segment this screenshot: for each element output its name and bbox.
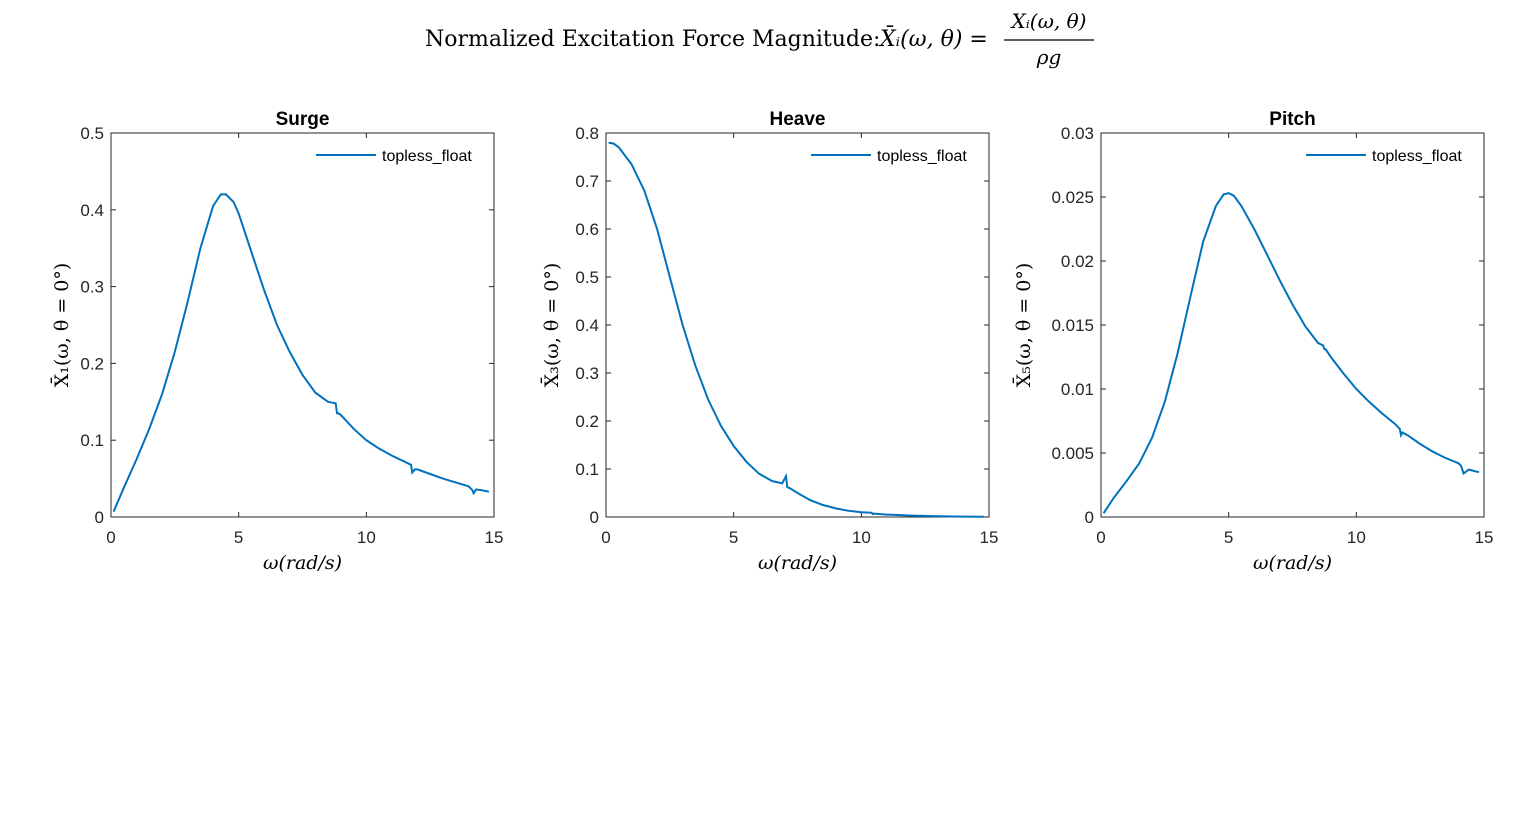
y-axis-label: X̄₁(ω, θ = 0°): [50, 263, 73, 388]
series-line-topless-float: [1102, 192, 1480, 514]
plot-area: [110, 132, 495, 518]
y-tick-labels: 0 0.1 0.2 0.3 0.4 0.5: [80, 124, 104, 527]
y-tick-label: 0.01: [1061, 380, 1094, 399]
y-axis-label: X̄₅(ω, θ = 0°): [1012, 263, 1035, 388]
x-tick-label: 5: [729, 528, 738, 547]
figure-title-lhs: X̄ᵢ(ω, θ) =: [878, 25, 988, 52]
y-tick-label: 0.1: [80, 431, 104, 450]
figure-title-numerator: Xᵢ(ω, θ): [1010, 9, 1087, 33]
legend: topless_float: [1296, 141, 1480, 169]
subplot-surge: 0 5 10 15 0 0.1 0.2 0.3 0.4 0.5 Surge ω(rad/s) X…: [50, 109, 504, 574]
legend-entry: topless_float: [1372, 148, 1462, 165]
subplot-title: Pitch: [1269, 109, 1315, 130]
y-tick-label: 0.5: [80, 124, 104, 143]
y-tick-label: 0.8: [575, 124, 599, 143]
x-tick-label: 10: [852, 528, 871, 547]
y-tick-label: 0.03: [1061, 124, 1094, 143]
subplot-pitch: 0 5 10 15 0 0.005 0.01 0.015 0.02 0.025 0.03 Pitc…: [1012, 109, 1494, 574]
y-tick-label: 0.6: [575, 220, 599, 239]
x-tick-labels: 0 5 10 15: [1096, 528, 1493, 547]
series-line-topless-float: [112, 193, 490, 512]
figure-title-prefix: Normalized Excitation Force Magnitude:: [425, 27, 880, 52]
x-tick-labels: 0 5 10 15: [106, 528, 503, 547]
legend: topless_float: [306, 141, 490, 169]
y-axis-label: X̄₃(ω, θ = 0°): [540, 263, 563, 388]
y-tick-labels: 0 0.005 0.01 0.015 0.02 0.025 0.03: [1051, 124, 1094, 527]
x-axis-label: ω(rad/s): [1253, 552, 1332, 574]
y-tick-label: 0.2: [575, 412, 599, 431]
y-tick-label: 0.1: [575, 460, 599, 479]
y-tick-label: 0.4: [575, 316, 599, 335]
y-tick-label: 0: [590, 508, 599, 527]
y-tick-label: 0.5: [575, 268, 599, 287]
x-tick-label: 0: [1096, 528, 1105, 547]
y-tick-label: 0.025: [1051, 188, 1094, 207]
y-tick-labels: 0 0.1 0.2 0.3 0.4 0.5 0.6 0.7 0.8: [575, 124, 599, 527]
x-tick-label: 15: [1475, 528, 1494, 547]
subplot-title: Heave: [770, 109, 826, 130]
x-axis-label: ω(rad/s): [758, 552, 837, 574]
x-tick-label: 15: [485, 528, 504, 547]
axis-ticks: [1100, 132, 1485, 518]
legend-entry: topless_float: [382, 148, 472, 165]
x-tick-label: 10: [1347, 528, 1366, 547]
y-tick-label: 0.3: [575, 364, 599, 383]
plot-area: [1100, 132, 1485, 518]
figure-title-denominator: ρg: [1036, 45, 1062, 69]
series-line-topless-float: [608, 141, 984, 518]
axis-ticks: [110, 132, 495, 518]
figure-title: Normalized Excitation Force Magnitude: X…: [425, 9, 1094, 69]
y-tick-label: 0.7: [575, 172, 599, 191]
x-tick-label: 5: [1224, 528, 1233, 547]
x-tick-label: 15: [980, 528, 999, 547]
x-tick-label: 0: [106, 528, 115, 547]
legend: topless_float: [801, 141, 985, 169]
subplot-heave: 0 5 10 15 0 0.1 0.2 0.3 0.4 0.5 0.6 0.7 0.8 Heave ω…: [540, 109, 999, 574]
legend-entry: topless_float: [877, 148, 967, 165]
x-tick-label: 10: [357, 528, 376, 547]
x-tick-label: 0: [601, 528, 610, 547]
y-tick-label: 0.2: [80, 354, 104, 373]
plot-area: [605, 132, 990, 518]
y-tick-label: 0.3: [80, 278, 104, 297]
y-tick-label: 0: [1085, 508, 1094, 527]
y-tick-label: 0.02: [1061, 252, 1094, 271]
x-tick-labels: 0 5 10 15: [601, 528, 998, 547]
y-tick-label: 0: [95, 508, 104, 527]
subplot-title: Surge: [276, 109, 330, 130]
y-tick-label: 0.015: [1051, 316, 1094, 335]
x-tick-label: 5: [234, 528, 243, 547]
axis-ticks: [605, 132, 990, 518]
y-tick-label: 0.005: [1051, 444, 1094, 463]
x-axis-label: ω(rad/s): [263, 552, 342, 574]
y-tick-label: 0.4: [80, 201, 104, 220]
